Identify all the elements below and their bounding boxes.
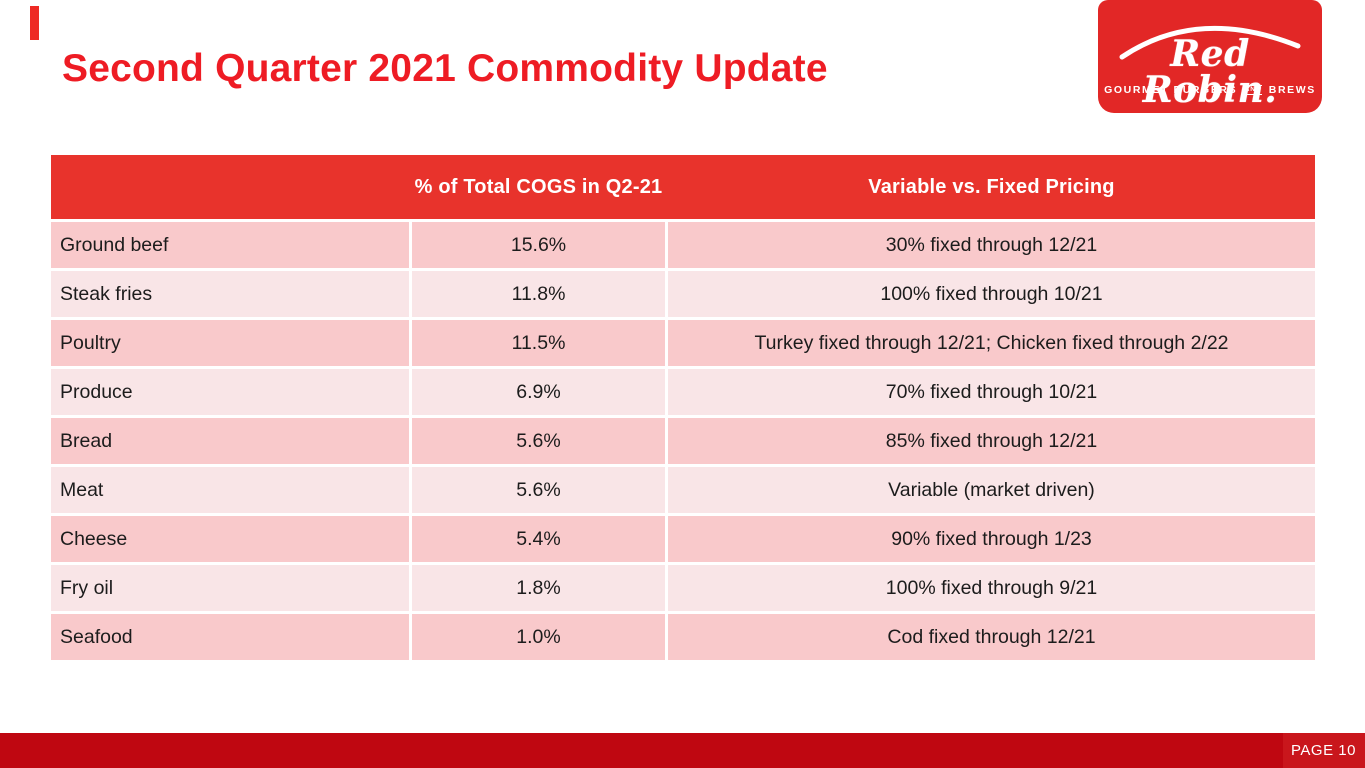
commodity-table: % of Total COGS in Q2-21 Variable vs. Fi…: [51, 155, 1315, 663]
cogs-cell: 5.6%: [412, 418, 665, 464]
commodity-cell: Meat: [51, 467, 409, 513]
table-row: Cheese 5.4% 90% fixed through 1/23: [51, 516, 1315, 562]
commodity-cell: Poultry: [51, 320, 409, 366]
table-row: Meat 5.6% Variable (market driven): [51, 467, 1315, 513]
table-row: Bread 5.6% 85% fixed through 12/21: [51, 418, 1315, 464]
pricing-cell: Variable (market driven): [668, 467, 1315, 513]
table-row: Fry oil 1.8% 100% fixed through 9/21: [51, 565, 1315, 611]
table-row: Poultry 11.5% Turkey fixed through 12/21; …: [51, 320, 1315, 366]
logo-swoosh-icon: [1119, 25, 1301, 60]
commodity-cell: Steak fries: [51, 271, 409, 317]
page-number-label: PAGE 10: [1291, 742, 1356, 759]
pricing-cell: Cod fixed through 12/21: [668, 614, 1315, 660]
pricing-cell: 90% fixed through 1/23: [668, 516, 1315, 562]
pricing-cell: 100% fixed through 10/21: [668, 271, 1315, 317]
cogs-cell: 1.8%: [412, 565, 665, 611]
cogs-cell: 15.6%: [412, 222, 665, 268]
red-robin-logo: Red Robin. GOURMET BURGERS AND BREWS: [1098, 0, 1322, 113]
table-body: Ground beef 15.6% 30% fixed through 12/21 S…: [51, 222, 1315, 660]
cogs-cell: 11.8%: [412, 271, 665, 317]
table-header-row: % of Total COGS in Q2-21 Variable vs. Fi…: [51, 155, 1315, 219]
page-title: Second Quarter 2021 Commodity Update: [62, 47, 828, 90]
header-cogs-pct: % of Total COGS in Q2-21: [414, 175, 663, 198]
footer-bar: PAGE 10: [0, 733, 1365, 768]
cogs-cell: 6.9%: [412, 369, 665, 415]
commodity-cell: Cheese: [51, 516, 409, 562]
commodity-cell: Produce: [51, 369, 409, 415]
accent-bar: [30, 6, 39, 40]
pricing-cell: 85% fixed through 12/21: [668, 418, 1315, 464]
commodity-cell: Fry oil: [51, 565, 409, 611]
logo-tagline: GOURMET BURGERS AND BREWS: [1098, 84, 1322, 96]
cogs-cell: 11.5%: [412, 320, 665, 366]
pricing-cell: 100% fixed through 9/21: [668, 565, 1315, 611]
table-row: Steak fries 11.8% 100% fixed through 10/21: [51, 271, 1315, 317]
cogs-cell: 1.0%: [412, 614, 665, 660]
logo-tagline-and: AND: [1243, 84, 1263, 95]
pricing-cell: 70% fixed through 10/21: [668, 369, 1315, 415]
logo-brand-text: Red Robin.: [1142, 33, 1278, 111]
pricing-cell: Turkey fixed through 12/21; Chicken fixe…: [668, 320, 1315, 366]
table-row: Seafood 1.0% Cod fixed through 12/21: [51, 614, 1315, 660]
commodity-cell: Seafood: [51, 614, 409, 660]
logo-tagline-left: GOURMET BURGERS: [1104, 84, 1238, 96]
cogs-cell: 5.4%: [412, 516, 665, 562]
pricing-cell: 30% fixed through 12/21: [668, 222, 1315, 268]
commodity-cell: Bread: [51, 418, 409, 464]
cogs-cell: 5.6%: [412, 467, 665, 513]
table-row: Produce 6.9% 70% fixed through 10/21: [51, 369, 1315, 415]
header-commodity: [51, 155, 409, 219]
page-number-badge: PAGE 10: [1283, 733, 1365, 768]
header-pricing: Variable vs. Fixed Pricing: [868, 175, 1115, 198]
commodity-cell: Ground beef: [51, 222, 409, 268]
table-row: Ground beef 15.6% 30% fixed through 12/21: [51, 222, 1315, 268]
logo-tagline-right: BREWS: [1268, 84, 1316, 96]
